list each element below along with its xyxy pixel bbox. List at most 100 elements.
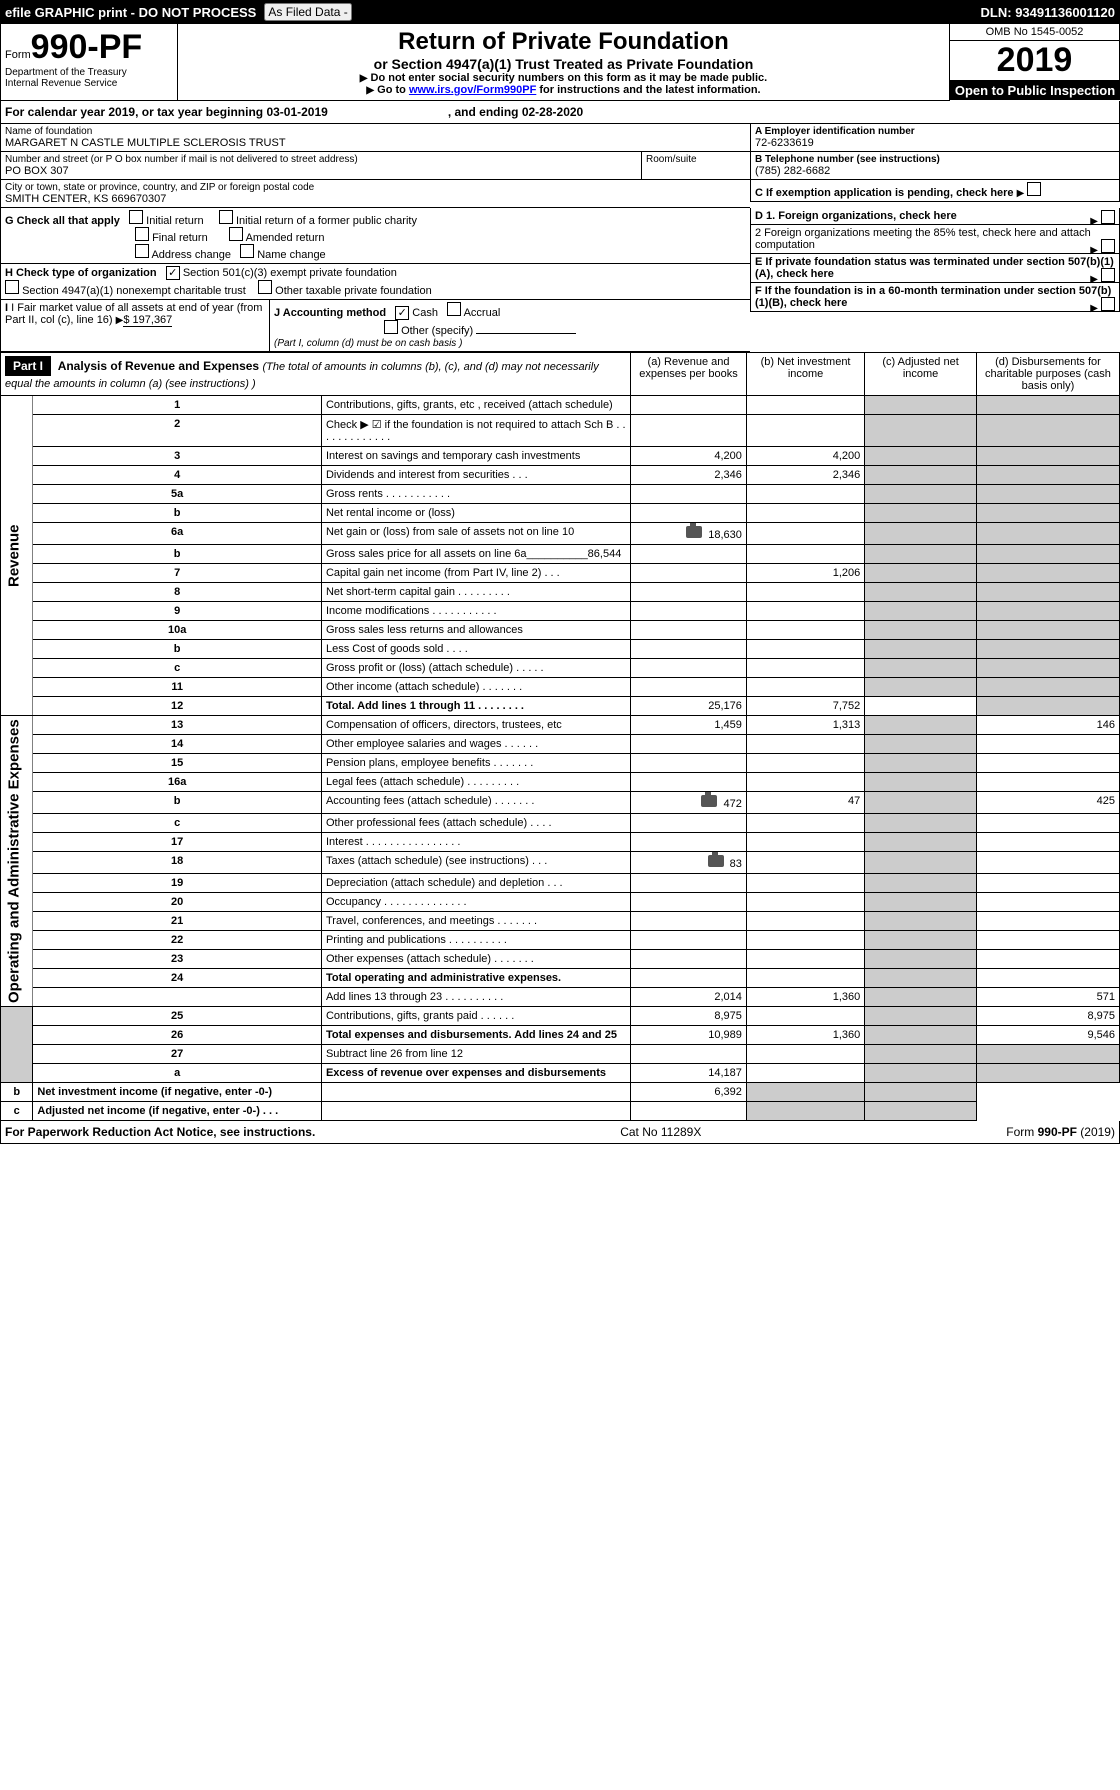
amount-cell (746, 659, 864, 678)
warning-1: Do not enter social security numbers on … (182, 72, 945, 84)
checkbox-amended-return[interactable] (229, 227, 243, 241)
name-label: Name of foundation (5, 126, 746, 137)
checkbox-address-change[interactable] (135, 244, 149, 258)
amount-cell (631, 583, 747, 602)
section-g: G Check all that apply Initial return In… (0, 208, 750, 264)
amount-cell (746, 678, 864, 697)
checkbox-name-change[interactable] (240, 244, 254, 258)
table-row: 7Capital gain net income (from Part IV, … (1, 564, 1120, 583)
attachment-icon[interactable] (708, 855, 724, 867)
section-f: F If the foundation is in a 60-month ter… (750, 283, 1120, 312)
amount-cell (865, 396, 977, 415)
table-row: 15Pension plans, employee benefits . . .… (1, 754, 1120, 773)
section-j: J Accounting method ✓ Cash Accrual Other… (269, 300, 750, 352)
catalog-number: Cat No 11289X (620, 1125, 701, 1139)
amount-cell (746, 814, 864, 833)
line-description: Accounting fees (attach schedule) . . . … (321, 792, 630, 814)
as-filed-button[interactable] (264, 3, 351, 21)
amount-cell (631, 640, 747, 659)
checkbox-e[interactable] (1101, 268, 1115, 282)
section-i: I I Fair market value of all assets at e… (0, 300, 269, 352)
col-d-header: (d) Disbursements for charitable purpose… (976, 353, 1119, 396)
phone-label: B Telephone number (see instructions) (755, 154, 1115, 165)
line-number: b (33, 545, 322, 564)
form-title: Return of Private Foundation (182, 28, 945, 56)
checkbox-initial-former[interactable] (219, 210, 233, 224)
amount-cell (631, 969, 747, 988)
banner-dln: DLN: 93491136001120 (981, 5, 1115, 20)
amount-cell (631, 773, 747, 792)
checkbox-other-taxable[interactable] (258, 280, 272, 294)
checkbox-d2[interactable] (1101, 239, 1115, 253)
table-row: 11Other income (attach schedule) . . . .… (1, 678, 1120, 697)
amount-cell: 8,975 (631, 1007, 747, 1026)
attachment-icon[interactable] (686, 526, 702, 538)
table-row: 3Interest on savings and temporary cash … (1, 447, 1120, 466)
part1-title: Analysis of Revenue and Expenses (58, 359, 259, 373)
line-description: Add lines 13 through 23 . . . . . . . . … (321, 988, 630, 1007)
amount-cell (976, 697, 1119, 716)
amount-cell (976, 874, 1119, 893)
amount-cell (976, 523, 1119, 545)
line-number: 26 (33, 1026, 322, 1045)
irs-link[interactable]: www.irs.gov/Form990PF (409, 84, 536, 96)
amount-cell (976, 735, 1119, 754)
amount-cell (746, 621, 864, 640)
amount-cell (865, 833, 977, 852)
amount-cell (746, 912, 864, 931)
checkbox-c[interactable] (1027, 182, 1041, 196)
checkbox-initial-return[interactable] (129, 210, 143, 224)
checkbox-f[interactable] (1101, 297, 1115, 311)
amount-cell (631, 893, 747, 912)
table-row: bLess Cost of goods sold . . . . (1, 640, 1120, 659)
line-description: Excess of revenue over expenses and disb… (321, 1064, 630, 1083)
amount-cell (865, 1083, 977, 1102)
amount-cell (976, 504, 1119, 523)
amount-cell (976, 1064, 1119, 1083)
checkbox-501c3[interactable]: ✓ (166, 266, 180, 280)
table-row: Revenue1Contributions, gifts, grants, et… (1, 396, 1120, 415)
line-description: Net rental income or (loss) (321, 504, 630, 523)
line-description: Pension plans, employee benefits . . . .… (321, 754, 630, 773)
line-number: 13 (33, 716, 322, 735)
checkbox-other-method[interactable] (384, 320, 398, 334)
amount-cell: 6,392 (631, 1083, 747, 1102)
line-number: 23 (33, 950, 322, 969)
amount-cell (865, 735, 977, 754)
line-number: b (33, 792, 322, 814)
form-number-footer: Form 990-PF (2019) (1006, 1125, 1115, 1139)
room-label: Room/suite (641, 152, 750, 180)
checkbox-4947a1[interactable] (5, 280, 19, 294)
table-row: Operating and Administrative Expenses13C… (1, 716, 1120, 735)
amount-cell (976, 852, 1119, 874)
line-description: Contributions, gifts, grants paid . . . … (321, 1007, 630, 1026)
checkbox-final-return[interactable] (135, 227, 149, 241)
amount-cell (865, 1007, 977, 1026)
table-row: 24Total operating and administrative exp… (1, 969, 1120, 988)
line-number: 21 (33, 912, 322, 931)
line-number: 27 (33, 1045, 322, 1064)
amount-cell (865, 893, 977, 912)
amount-cell (865, 640, 977, 659)
table-row: 2Check ▶ ☑ if the foundation is not requ… (1, 415, 1120, 447)
checkbox-cash[interactable]: ✓ (395, 306, 409, 320)
table-row: cGross profit or (loss) (attach schedule… (1, 659, 1120, 678)
amount-cell: 4,200 (746, 447, 864, 466)
attachment-icon[interactable] (701, 795, 717, 807)
amount-cell: 2,014 (631, 988, 747, 1007)
checkbox-accrual[interactable] (447, 302, 461, 316)
col-c-header: (c) Adjusted net income (865, 353, 977, 396)
table-row: 27Subtract line 26 from line 12 (1, 1045, 1120, 1064)
checkbox-d1[interactable] (1101, 210, 1115, 224)
amount-cell (746, 640, 864, 659)
amount-cell (631, 874, 747, 893)
line-number: b (1, 1083, 33, 1102)
amount-cell (746, 1083, 864, 1102)
section-h: H Check type of organization ✓ Section 5… (0, 264, 750, 300)
table-row: 18Taxes (attach schedule) (see instructi… (1, 852, 1120, 874)
amount-cell: 1,313 (746, 716, 864, 735)
line-description: Adjusted net income (if negative, enter … (33, 1102, 322, 1121)
ein-value: 72-6233619 (755, 137, 1115, 149)
efile-banner: efile GRAPHIC print - DO NOT PROCESS DLN… (0, 0, 1120, 24)
amount-cell (631, 1102, 747, 1121)
